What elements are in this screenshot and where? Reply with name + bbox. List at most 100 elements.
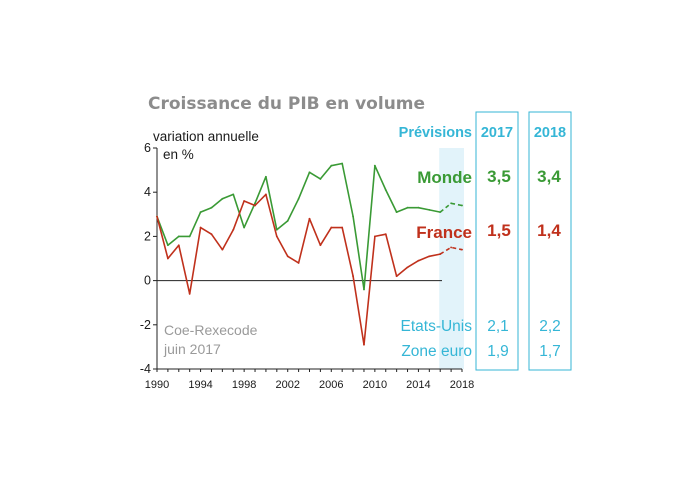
data-point-monde	[373, 164, 376, 167]
x-tick-label: 2010	[363, 379, 387, 391]
data-point-france	[363, 343, 365, 346]
x-tick-label: 2002	[275, 379, 299, 391]
forecast-band	[439, 148, 464, 369]
data-point-france	[330, 226, 333, 229]
value-zone-euro-2018: 1,7	[539, 343, 561, 360]
data-point-france	[210, 233, 213, 236]
data-point-monde	[461, 204, 463, 207]
data-point-monde	[265, 175, 267, 178]
y-axis-label-line1: variation annuelle	[153, 129, 259, 144]
value-zone-euro-2017: 1,9	[487, 343, 509, 360]
y-axis-label-line2: en %	[163, 147, 194, 162]
data-point-france	[406, 266, 409, 269]
data-point-france	[352, 275, 354, 278]
data-point-france	[319, 244, 322, 247]
x-tick-label: 1990	[145, 379, 169, 391]
row-label-etats-unis: Etats-Unis	[401, 318, 473, 335]
data-point-monde	[319, 178, 322, 180]
data-point-monde	[341, 162, 344, 165]
row-label-zone-euro: Zone euro	[401, 343, 472, 360]
data-point-monde	[166, 244, 169, 247]
forecast-header-label: Prévisions	[399, 125, 472, 141]
chart-title: Croissance du PIB en volume	[148, 94, 425, 114]
data-point-france	[177, 244, 180, 247]
data-point-france	[188, 292, 191, 295]
data-point-monde	[406, 206, 409, 209]
y-axis-label: variation annuelle en %	[153, 129, 263, 162]
data-point-monde	[450, 202, 453, 205]
y-tick-label: 4	[144, 185, 151, 199]
data-point-france	[286, 255, 289, 258]
row-label-france: France	[416, 223, 472, 242]
value-france-2017: 1,5	[487, 221, 511, 240]
y-ticks: 6 4 2 0 -2 -4	[140, 141, 157, 376]
data-point-monde	[286, 220, 289, 222]
data-point-france	[254, 204, 256, 207]
value-france-2018: 1,4	[537, 221, 561, 240]
data-point-monde	[330, 164, 333, 167]
x-tick-label: 1994	[188, 379, 212, 391]
data-point-france	[417, 259, 420, 262]
data-point-france	[166, 257, 169, 260]
x-tick-label: 2018	[450, 379, 474, 391]
data-point-monde	[439, 211, 442, 213]
y-tick-label: 0	[144, 274, 151, 288]
data-point-monde	[417, 206, 420, 209]
data-point-monde	[199, 211, 202, 213]
data-point-france	[384, 233, 387, 236]
data-point-france	[395, 275, 398, 278]
data-point-monde	[177, 235, 180, 238]
y-tick-label: 6	[144, 141, 151, 155]
x-tick-label: 2006	[319, 379, 343, 391]
row-label-monde: Monde	[417, 168, 472, 187]
data-point-monde	[275, 228, 278, 231]
data-point-france	[199, 226, 202, 229]
data-point-monde	[221, 197, 224, 200]
value-etats-unis-2017: 2,1	[487, 318, 509, 335]
data-point-monde	[232, 193, 235, 196]
forecast-column-2018	[528, 111, 572, 371]
data-point-monde	[188, 235, 191, 238]
data-point-monde	[297, 197, 300, 200]
source-label: Coe-Rexecode	[164, 322, 258, 338]
data-point-monde	[254, 202, 256, 205]
forecast-year-2018: 2018	[534, 125, 566, 141]
y-tick-label: -2	[140, 318, 151, 332]
forecast-column-2017	[475, 111, 519, 371]
data-point-monde	[428, 208, 431, 211]
data-point-monde	[352, 215, 354, 218]
data-point-monde	[210, 206, 213, 209]
x-ticks: 1990 1994 1998 2002 2006 2010 2014 2018	[145, 369, 474, 391]
x-tick-label: 1998	[232, 379, 256, 391]
data-point-monde	[384, 189, 387, 191]
value-monde-2017: 3,5	[487, 167, 511, 186]
series-line-monde	[156, 162, 441, 291]
value-etats-unis-2018: 2,2	[539, 318, 561, 335]
data-point-monde	[395, 211, 398, 213]
data-point-france	[373, 235, 376, 238]
data-point-france	[243, 200, 246, 202]
data-point-monde	[363, 288, 365, 291]
data-point-france	[232, 228, 235, 231]
data-point-france	[461, 248, 463, 251]
forecast-year-2017: 2017	[481, 125, 513, 141]
value-monde-2018: 3,4	[537, 167, 561, 186]
data-point-france	[439, 253, 442, 255]
data-point-france	[265, 193, 267, 196]
y-tick-label: -4	[140, 362, 151, 376]
data-point-france	[341, 226, 344, 229]
data-point-france	[450, 246, 453, 249]
data-point-france	[297, 262, 300, 264]
data-point-france	[275, 235, 278, 238]
source-date: juin 2017	[163, 341, 221, 357]
data-point-monde	[243, 226, 246, 229]
data-point-france	[308, 217, 311, 220]
data-point-france	[156, 215, 158, 218]
series-layer	[156, 162, 463, 346]
data-point-monde	[308, 171, 311, 174]
data-point-france	[221, 248, 224, 251]
x-tick-label: 2014	[406, 379, 430, 391]
data-point-france	[428, 255, 431, 258]
y-tick-label: 2	[144, 229, 151, 243]
